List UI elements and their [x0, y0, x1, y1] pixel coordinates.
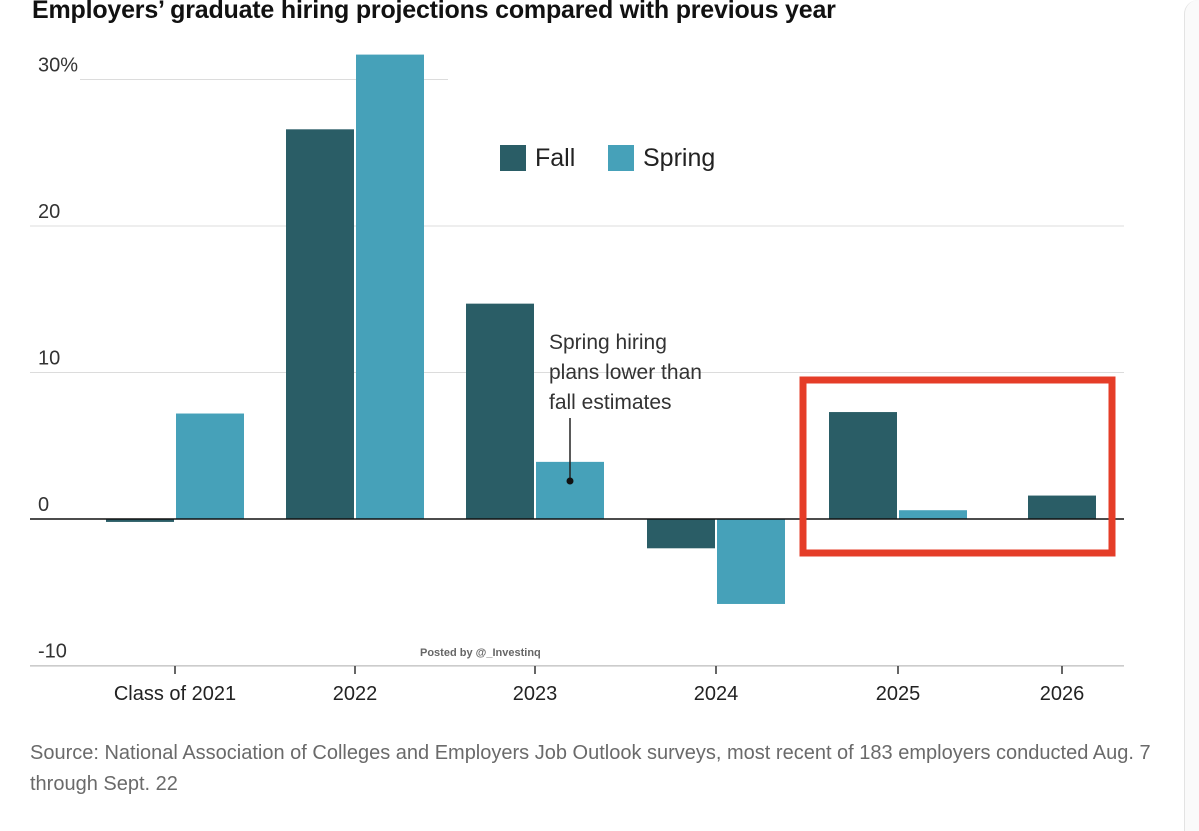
bar-fall-2025 [829, 412, 897, 519]
legend-swatch-spring [608, 145, 634, 171]
annotation-line-1: Spring hiring [549, 331, 667, 354]
highlight-box [799, 376, 1116, 557]
annotation: Spring hiring plans lower than fall esti… [549, 331, 702, 414]
x-tick-label: 2026 [1040, 683, 1085, 705]
window-edge [1184, 0, 1199, 831]
bar-spring-2025 [899, 510, 967, 519]
axes: -10 0 10 20 30% Class of 2021 2022 2023 2024 2025… [30, 55, 1124, 705]
x-tick-label: 2022 [333, 683, 378, 705]
bar-spring-2024 [717, 519, 785, 604]
source-note: Source: National Association of Colleges… [30, 742, 1151, 795]
watermark: Posted by @_Investinq [420, 647, 541, 659]
legend: Fall Spring [500, 144, 715, 172]
y-tick-label: -10 [38, 641, 67, 663]
y-tick-label: 10 [38, 348, 60, 370]
x-tick-label: Class of 2021 [114, 683, 236, 705]
bar-fall-2026 [1028, 495, 1096, 519]
bar-fall-2024 [647, 519, 715, 549]
bar-fall-2022 [286, 129, 354, 519]
highlight-box-group [566, 376, 1116, 557]
annotation-line-3: fall estimates [549, 391, 672, 414]
y-tick-label: 0 [38, 494, 49, 516]
legend-label-spring: Spring [643, 144, 715, 172]
y-tick-label: 30% [38, 55, 78, 77]
annotation-dot [566, 477, 574, 485]
x-tick-label: 2023 [513, 683, 558, 705]
legend-swatch-fall [500, 145, 526, 171]
y-tick-label: 20 [38, 201, 60, 223]
chart-title: Employers’ graduate hiring projections c… [32, 0, 836, 24]
legend-label-fall: Fall [535, 144, 575, 172]
bar-fall-class-of-2021 [106, 519, 174, 522]
bar-fall-2023 [466, 303, 534, 519]
bars [106, 54, 1096, 604]
x-tick-label: 2025 [876, 683, 921, 705]
annotation-line-2: plans lower than [549, 361, 702, 384]
x-tick-label: 2024 [694, 683, 739, 705]
bar-spring-class-of-2021 [176, 413, 244, 519]
bar-spring-2022 [356, 54, 424, 519]
